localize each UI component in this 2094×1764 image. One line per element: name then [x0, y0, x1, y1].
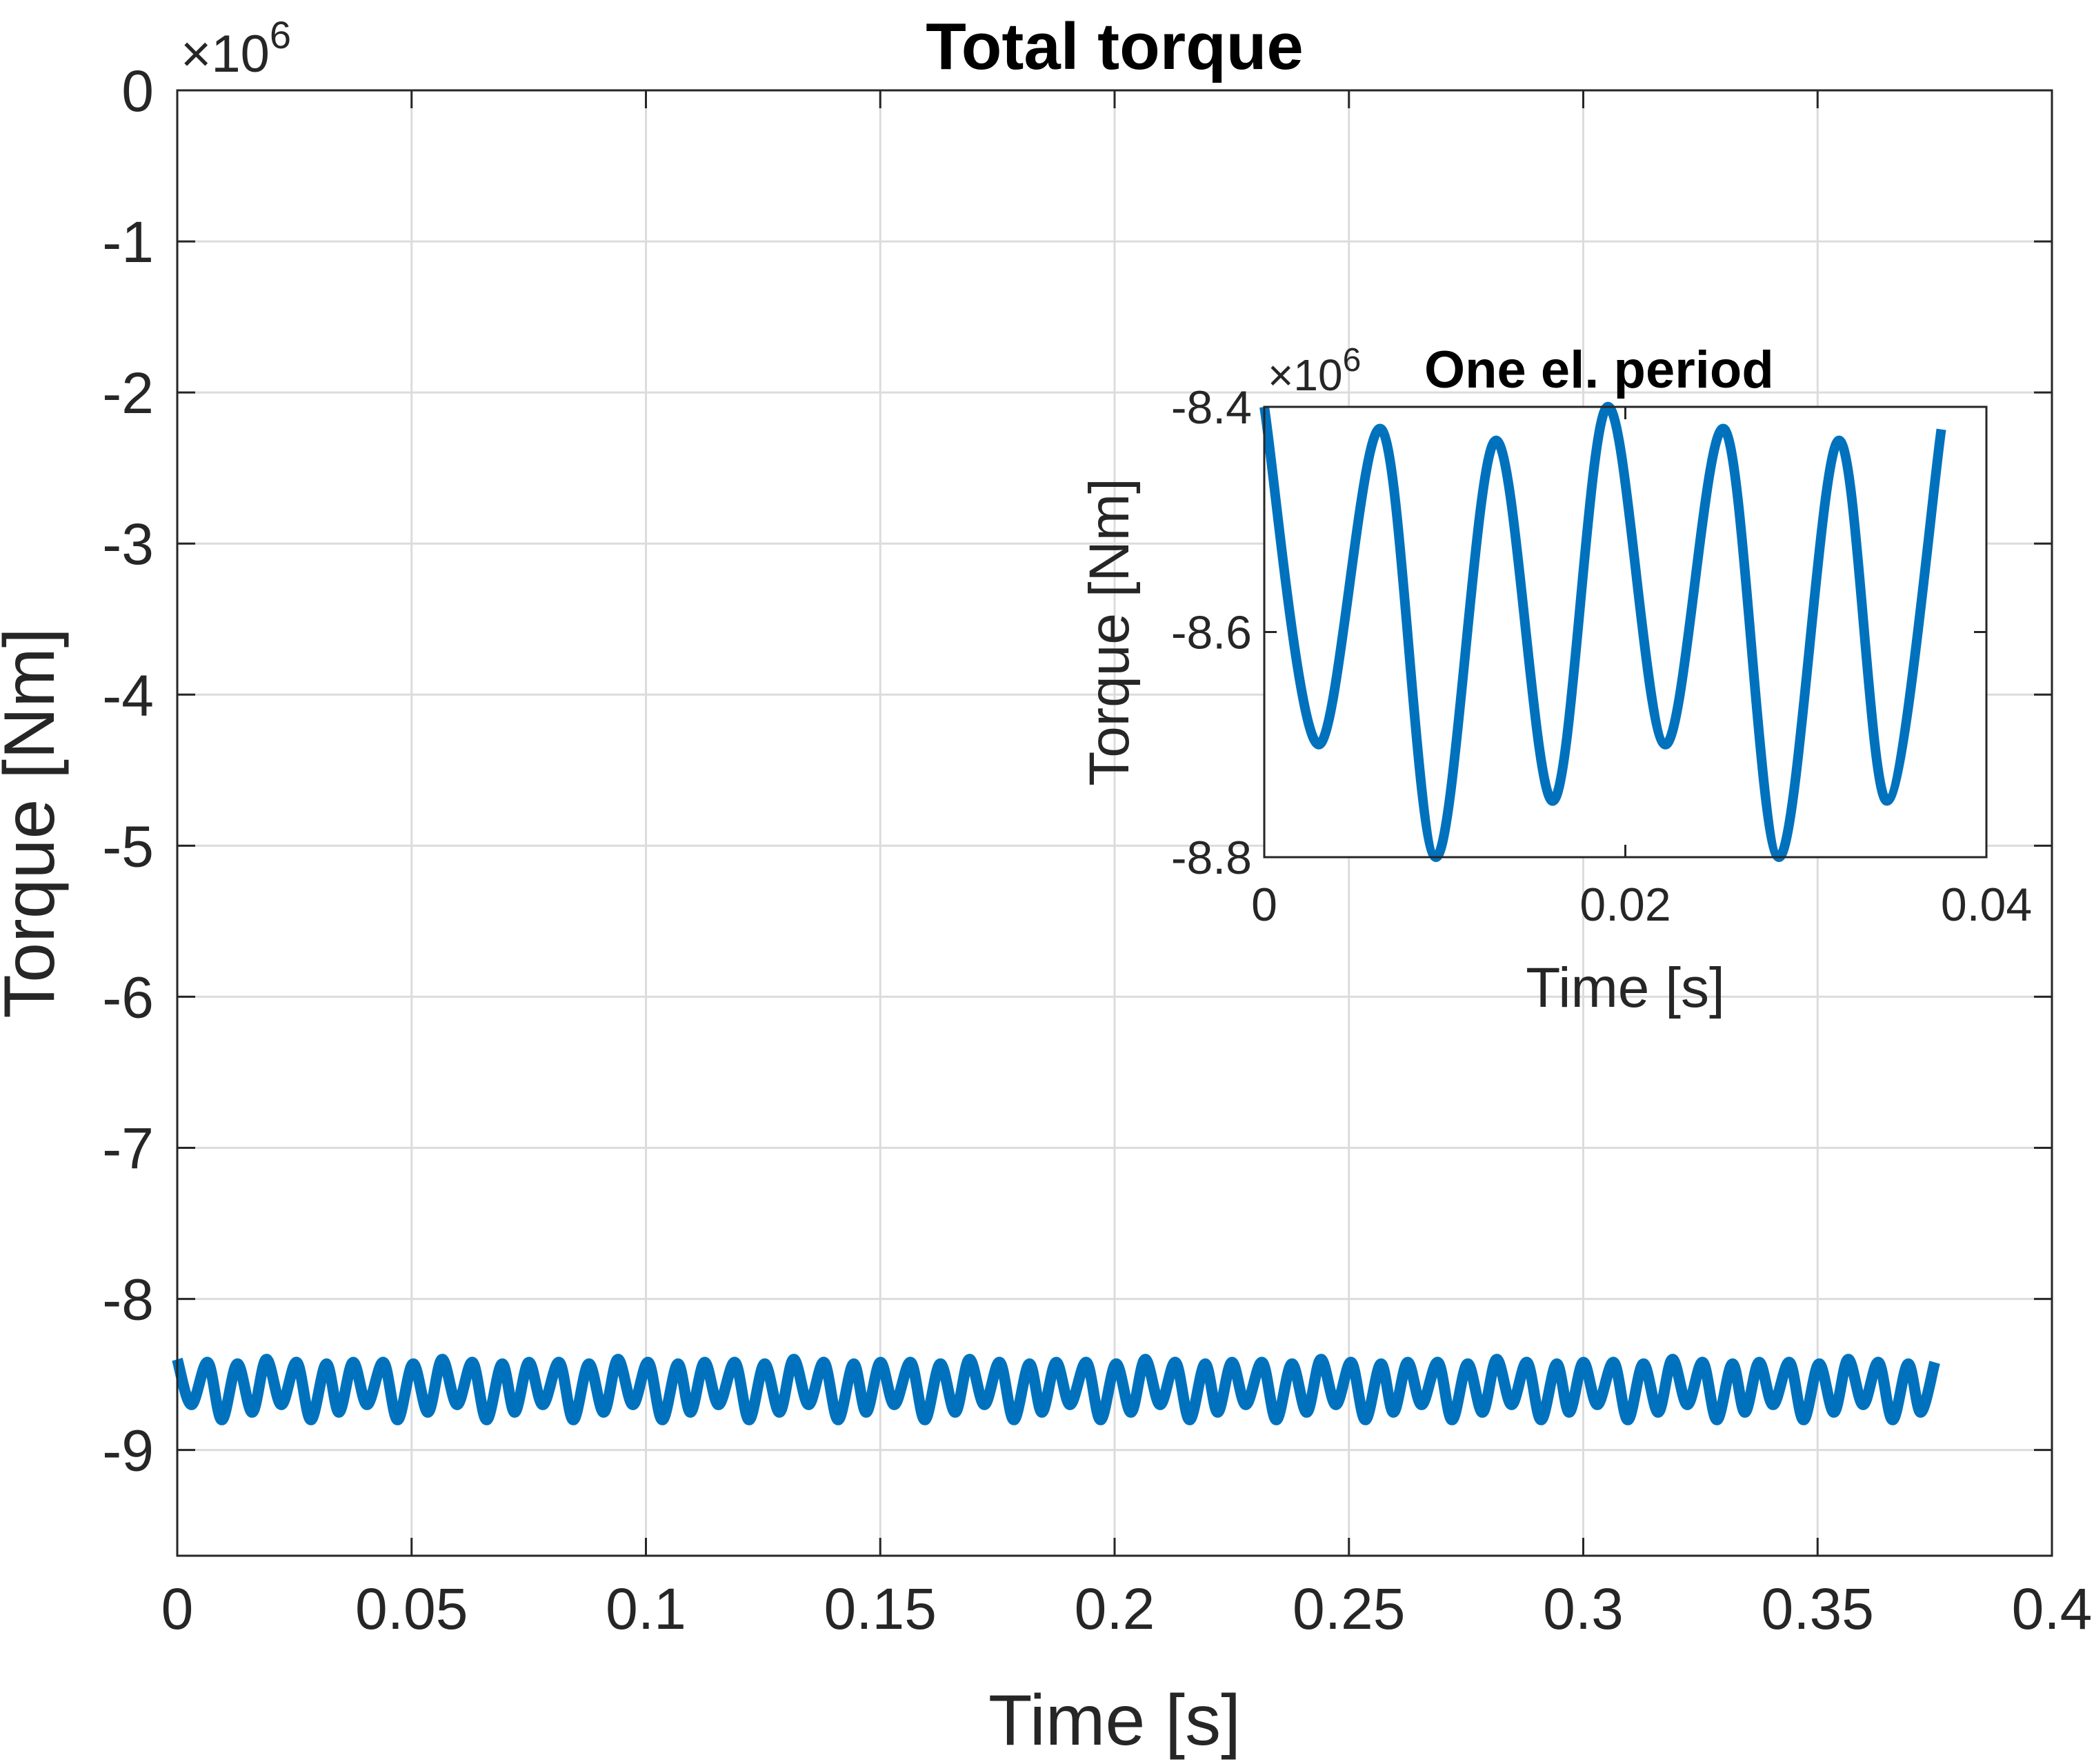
main-y-tick-label: 0: [121, 59, 154, 123]
main-x-tick-label: 0.35: [1762, 1576, 1875, 1641]
inset-y-tick-labels: -8.4 -8.6 -8.8: [1171, 381, 1252, 884]
main-x-tick-label: 0: [161, 1576, 194, 1641]
inset-y-tick-label: -8.8: [1171, 832, 1252, 884]
inset-title: One el. period: [1424, 341, 1774, 399]
main-y-exponent-label: ×106: [181, 13, 291, 83]
main-y-tick-label: -4: [102, 663, 154, 728]
main-plot-frame: [176, 89, 2053, 1557]
main-x-tick-label: 0.15: [824, 1576, 937, 1641]
main-x-tick-labels: 0 0.05 0.1 0.15 0.2 0.25 0.3 0.35 0.4: [161, 1576, 2093, 1641]
inset-x-tick-label: 0.04: [1941, 879, 2032, 931]
inset-x-axis-label: Time [s]: [1526, 956, 1725, 1019]
main-y-axis-label: Torque [Nm]: [0, 628, 70, 1018]
inset-x-tick-labels: 0 0.02 0.04: [1251, 879, 2032, 931]
main-y-tick-label: -1: [102, 210, 154, 274]
main-x-tick-label: 0.25: [1293, 1576, 1406, 1641]
main-x-axis-label: Time [s]: [988, 1681, 1241, 1761]
main-y-tick-labels: 0 -1 -2 -3 -4 -5 -6 -7 -8 -9: [102, 59, 154, 1483]
inset-y-exponent-power: 6: [1343, 342, 1362, 379]
main-y-exponent-base: ×10: [181, 25, 270, 83]
main-x-tick-label: 0.1: [606, 1576, 686, 1641]
main-y-tick-label: -9: [102, 1419, 154, 1483]
main-y-tick-label: -3: [102, 512, 154, 577]
inset-x-tick-label: 0.02: [1579, 879, 1671, 931]
main-axes: 0 0.05 0.1 0.15 0.2 0.25 0.3 0.35 0.4 0 -1 -2 -3 -4 -…: [0, 10, 2092, 1761]
main-title: Total torque: [926, 10, 1304, 83]
main-y-tick-label: -7: [102, 1116, 154, 1181]
main-y-tick-label: -6: [102, 965, 154, 1030]
inset-plot-frame: [1263, 405, 1988, 859]
inset-y-exponent-base: ×10: [1268, 350, 1343, 400]
inset-y-axis-label: Torque [Nm]: [1078, 478, 1141, 786]
main-series-line: [172, 1354, 1940, 1425]
main-y-tick-label: -8: [102, 1267, 154, 1332]
inset-y-exponent-label: ×106: [1268, 342, 1361, 400]
main-y-tick-label: -5: [102, 814, 154, 879]
inset-x-tick-label: 0: [1251, 879, 1277, 931]
main-x-tick-label: 0.3: [1543, 1576, 1624, 1641]
main-x-tick-label: 0.05: [355, 1576, 468, 1641]
main-x-tick-label: 0.4: [2012, 1576, 2093, 1641]
main-y-exponent-power: 6: [270, 13, 291, 57]
main-x-tick-label: 0.2: [1075, 1576, 1155, 1641]
main-y-tick-label: -2: [102, 361, 154, 425]
inset-y-tick-label: -8.4: [1171, 381, 1252, 434]
inset-axes: 0 0.02 0.04 -8.4 -8.6 -8.8 One el. period Ti…: [1078, 341, 2032, 1019]
inset-y-tick-label: -8.6: [1171, 607, 1252, 659]
main-series-group: [172, 1354, 1940, 1425]
